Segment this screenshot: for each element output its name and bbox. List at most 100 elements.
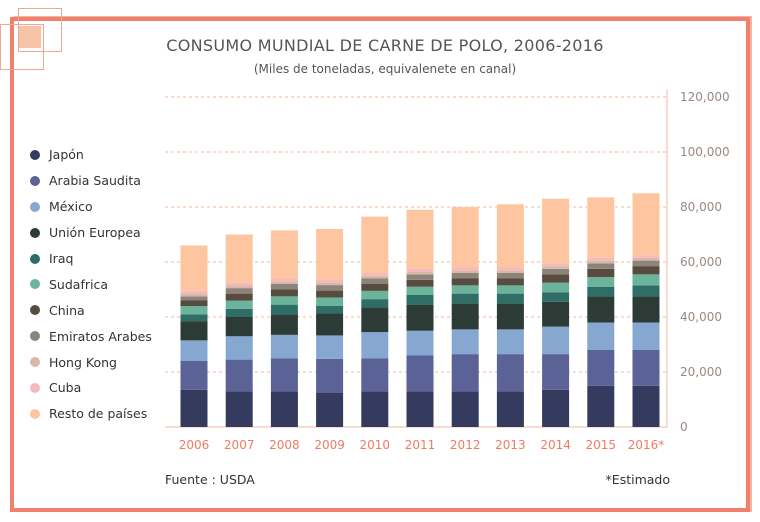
bar-segment <box>496 285 524 294</box>
bar-segment <box>270 334 298 359</box>
bar-segment <box>225 234 253 283</box>
bar-segment <box>542 274 570 283</box>
x-tick-label: 2016* <box>628 438 665 452</box>
bar-segment <box>451 354 479 392</box>
legend-swatch <box>30 305 40 316</box>
bar-segment <box>587 263 615 269</box>
x-tick-label: 2008 <box>269 438 300 452</box>
legend-label: Resto de países <box>49 406 148 422</box>
legend-swatch <box>30 408 40 419</box>
bar-segment <box>361 284 389 291</box>
legend-label: Emiratos Arabes <box>49 328 152 344</box>
bar-segment <box>542 301 570 327</box>
bar-segment <box>270 296 298 305</box>
bar-segment <box>361 216 389 273</box>
bar-segment <box>632 285 660 297</box>
bar-segment <box>361 307 389 333</box>
bar-segment <box>632 296 660 323</box>
x-tick-label: 2007 <box>224 438 255 452</box>
bar-segment <box>180 389 208 427</box>
bar-segment <box>632 257 660 261</box>
bar-segment <box>496 303 524 330</box>
bar-segment <box>316 335 344 359</box>
bar-segment <box>632 266 660 275</box>
bar-segment <box>587 277 615 287</box>
bar-segment <box>316 285 344 291</box>
bar-segment <box>542 292 570 302</box>
bar-segment <box>270 289 298 297</box>
bar-segment <box>406 209 434 269</box>
bar-segment <box>632 255 660 258</box>
bar-segment <box>496 273 524 279</box>
bar-segment <box>361 299 389 308</box>
bar-segment <box>316 229 344 280</box>
legend-item: Emiratos Arabes <box>30 323 152 349</box>
bar-segment <box>587 268 615 278</box>
bar-segment <box>361 275 389 279</box>
bar-segment <box>451 293 479 304</box>
legend-swatch <box>30 279 40 290</box>
bar-segment <box>406 295 434 305</box>
legend-item: Cuba <box>30 375 152 401</box>
bar-segment <box>587 257 615 261</box>
bar-segment <box>225 285 253 289</box>
legend-item: Japón <box>30 142 152 168</box>
bar-segment <box>180 245 208 291</box>
bar-segment <box>632 385 660 427</box>
bar-segment <box>451 267 479 271</box>
bar-segment <box>361 273 389 276</box>
bar-segment <box>225 300 253 309</box>
chart-subtitle: (Miles de toneladas, equivalenete en can… <box>253 62 517 76</box>
legend-swatch <box>30 357 40 368</box>
bar-segment <box>632 322 660 350</box>
bar-segment <box>451 207 479 268</box>
bar-segment <box>587 286 615 297</box>
bar-segment <box>451 285 479 294</box>
bar-segment <box>270 230 298 279</box>
legend-label: Cuba <box>49 380 82 396</box>
bar-segment <box>496 293 524 304</box>
bar-segment <box>225 359 253 392</box>
bar-segment <box>180 290 208 294</box>
legend-item: Sudafrica <box>30 271 152 297</box>
bar-segment <box>361 278 389 284</box>
bar-segment <box>496 278 524 286</box>
legend-label: Iraq <box>49 251 74 266</box>
bar-segment <box>270 284 298 290</box>
bar-segment <box>451 303 479 330</box>
bar-segment <box>587 322 615 350</box>
bar-segment <box>632 350 660 386</box>
bar-segment <box>587 296 615 323</box>
bar-segment <box>316 313 344 336</box>
bar-segment <box>496 270 524 273</box>
bar-segment <box>316 290 344 298</box>
x-tick-label: 2009 <box>314 438 345 452</box>
y-tick-label: 20,000 <box>680 365 722 379</box>
legend-item: China <box>30 297 152 323</box>
bar-segment <box>270 314 298 335</box>
bar-segment <box>542 389 570 427</box>
bar-segment <box>180 314 208 322</box>
bar-segment <box>406 355 434 392</box>
y-tick-label: 0 <box>680 420 688 434</box>
chart-title: CONSUMO MUNDIAL DE CARNE DE POLO, 2006-2… <box>166 36 604 55</box>
x-tick-label: 2014 <box>540 438 571 452</box>
bar-segment <box>587 350 615 386</box>
chart-legend: Japón Arabia Saudita México Unión Europea Ir… <box>30 142 152 427</box>
legend-swatch <box>30 149 40 160</box>
legend-swatch <box>30 331 40 342</box>
bar-segment <box>406 304 434 331</box>
bar-segment <box>225 308 253 317</box>
bar-segment <box>587 197 615 258</box>
bar-segment <box>451 329 479 355</box>
bar-segment <box>270 358 298 392</box>
bar-segment <box>406 274 434 280</box>
legend-label: Arabia Saudita <box>49 173 141 189</box>
bar-segment <box>496 391 524 427</box>
bar-segment <box>406 286 434 295</box>
bar-segment <box>225 391 253 427</box>
bar-segment <box>316 297 344 306</box>
bar-segment <box>225 282 253 286</box>
legend-swatch <box>30 201 40 212</box>
bar-segment <box>270 391 298 427</box>
